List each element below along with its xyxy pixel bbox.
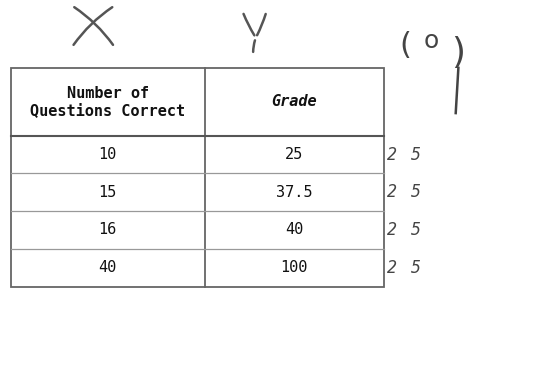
Text: (: ( xyxy=(399,31,411,60)
Text: 2: 2 xyxy=(387,221,397,239)
Text: 100: 100 xyxy=(280,260,308,275)
Text: 10: 10 xyxy=(99,147,117,162)
Text: 40: 40 xyxy=(285,222,303,238)
Text: 2: 2 xyxy=(387,259,397,277)
Text: 5: 5 xyxy=(411,183,421,201)
Text: ): ) xyxy=(451,36,465,70)
Text: 16: 16 xyxy=(99,222,117,238)
Text: 5: 5 xyxy=(411,259,421,277)
Text: 15: 15 xyxy=(99,185,117,200)
Text: 40: 40 xyxy=(99,260,117,275)
Text: o: o xyxy=(424,29,439,54)
Text: 5: 5 xyxy=(411,146,421,164)
Text: 2: 2 xyxy=(387,183,397,201)
Text: Number of
Questions Correct: Number of Questions Correct xyxy=(30,86,185,118)
Text: Grade: Grade xyxy=(271,94,317,109)
Text: 37.5: 37.5 xyxy=(276,185,312,200)
Text: 2: 2 xyxy=(387,146,397,164)
Text: 25: 25 xyxy=(285,147,303,162)
Text: 5: 5 xyxy=(411,221,421,239)
Bar xyxy=(11,68,384,287)
